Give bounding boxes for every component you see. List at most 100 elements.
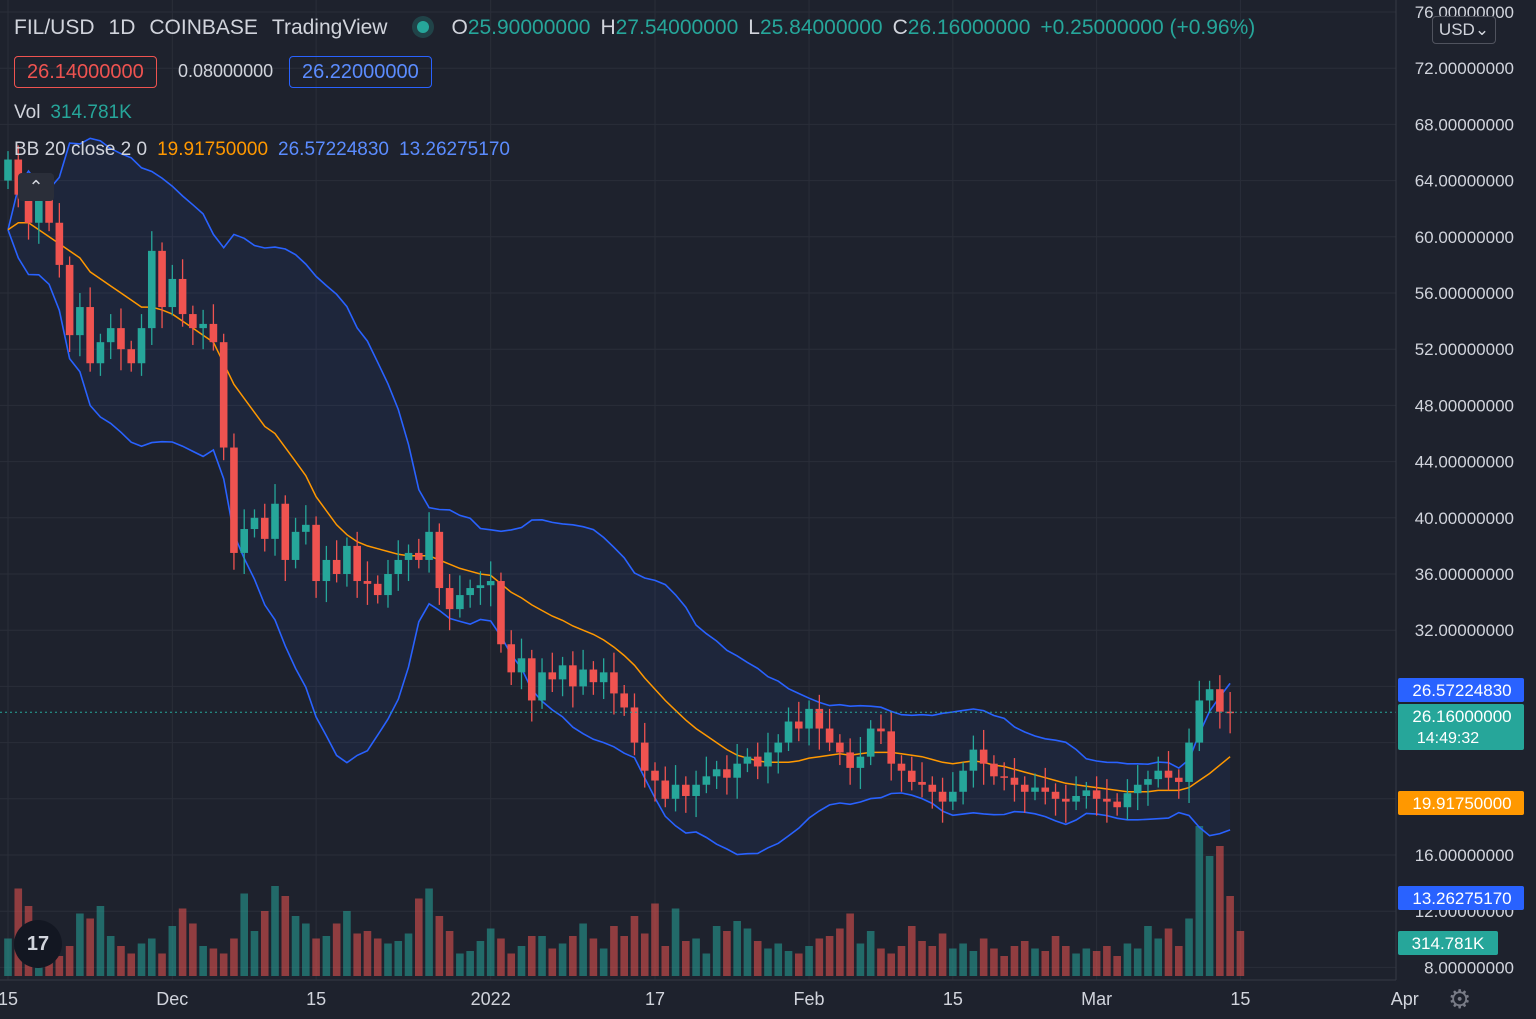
candle-body [918, 781, 926, 785]
price-tick-label: 8.00000000 [1424, 958, 1514, 977]
volume-bar [794, 953, 803, 976]
candle-body [836, 742, 844, 753]
volume-bar [250, 931, 259, 976]
volume-bar [168, 926, 177, 976]
bollinger-lower-line [7, 229, 1231, 856]
volume-bar [517, 946, 526, 976]
volume-bar [825, 936, 834, 976]
candle-body [764, 752, 772, 767]
candle-body [240, 529, 249, 553]
volume-legend-label: Vol [14, 102, 41, 123]
bollinger-band-fill [8, 138, 1231, 855]
candle-body [404, 552, 413, 560]
volume-bar [189, 923, 197, 976]
candle-body [825, 728, 834, 743]
candle-body [1195, 700, 1204, 743]
volume-price-label: 314.781K [1398, 931, 1498, 955]
bollinger-legend[interactable]: BB 20 close 2 0 19.91750000 26.57224830 13.… [14, 139, 510, 161]
volume-bar [897, 946, 906, 976]
candle-body [538, 672, 546, 701]
currency-select[interactable]: USD⌄ [1432, 16, 1496, 44]
volume-bar [558, 943, 567, 976]
volume-bar [158, 953, 166, 976]
price-tick-label: 52.00000000 [1415, 340, 1514, 359]
volume-bar [1205, 856, 1214, 976]
volume-bar [784, 951, 793, 976]
price-scale-bg[interactable] [1396, 0, 1536, 980]
candle-body [712, 769, 721, 777]
volume-bar [4, 938, 12, 976]
candle-body [640, 742, 649, 771]
volume-bar [610, 926, 618, 976]
candle-body [158, 250, 166, 308]
time-tick-label: Dec [156, 989, 188, 1009]
candle-body [1082, 790, 1091, 796]
time-tick-label: 2022 [471, 989, 511, 1009]
collapse-legend-button[interactable]: ⌃ [18, 173, 54, 201]
candle-body [76, 307, 84, 336]
candle-body [887, 731, 896, 764]
candle-body [219, 342, 228, 448]
volume-bar [1123, 943, 1132, 976]
volume-bar [733, 921, 741, 976]
volume-bar [630, 916, 639, 976]
high-label: H [600, 16, 616, 39]
volume-bar [117, 946, 125, 976]
candle-body [24, 194, 33, 223]
bollinger-lower-value: 13.26275170 [399, 139, 510, 160]
candle-body [1072, 795, 1080, 802]
candle-body [856, 756, 865, 768]
time-tick-label: Mar [1081, 989, 1112, 1009]
volume-bars [4, 826, 1245, 976]
volume-bar [918, 941, 926, 976]
candle-body [517, 658, 526, 673]
candle-body [1185, 742, 1193, 782]
interval[interactable]: 1D [108, 16, 136, 39]
volume-legend[interactable]: Vol 314.781K [14, 102, 132, 124]
sell-button[interactable]: 26.14000000 [14, 56, 157, 88]
candle-body [794, 721, 803, 729]
volume-bar [671, 908, 680, 976]
lower-band-price-label: 13.26275170 [1398, 886, 1524, 910]
volume-bar [1185, 918, 1193, 976]
candle-body [209, 323, 218, 343]
bollinger-upper-line [7, 137, 1231, 770]
candle-body [928, 784, 937, 792]
volume-bar [1236, 931, 1245, 976]
change-value: +0.25000000 (+0.96%) [1040, 16, 1256, 39]
price-tick-label: 56.00000000 [1415, 284, 1514, 303]
bollinger-basis-value: 19.91750000 [157, 139, 269, 160]
candle-body [846, 752, 854, 768]
volume-bar [373, 938, 382, 976]
candle-body [1144, 779, 1152, 785]
tradingview-logo-icon[interactable]: 17 [14, 920, 62, 968]
market-status-icon [417, 21, 430, 34]
candle-body [1174, 777, 1183, 782]
source-name: TradingView [271, 16, 388, 39]
symbol-name[interactable]: FIL/USD [14, 16, 95, 39]
candle-body [579, 669, 587, 687]
gear-icon[interactable]: ⚙ [1448, 984, 1472, 1014]
time-axis-labels: 15 Dec 15 2022 17 Feb 15 Mar 15 Apr [0, 989, 1419, 1009]
candle-body [147, 250, 156, 329]
volume-bar [445, 931, 454, 976]
volume-bar [661, 946, 670, 976]
candle-body [271, 503, 279, 539]
volume-bar [353, 933, 361, 976]
low-label: L [748, 16, 760, 39]
candle-body [1031, 787, 1039, 792]
candle-body [137, 328, 146, 364]
lower-band-price-text: 13.26275170 [1412, 889, 1511, 908]
candle-body [630, 707, 639, 743]
volume-bar [805, 946, 813, 976]
volume-bar [856, 943, 865, 976]
buy-button[interactable]: 26.22000000 [289, 56, 432, 88]
candle-body [302, 524, 310, 532]
close-value: 26.16000000 [907, 16, 1031, 39]
volume-bar [959, 943, 967, 976]
candle-body [373, 583, 382, 596]
price-tick-label: 48.00000000 [1415, 396, 1514, 415]
volume-bar [415, 898, 423, 976]
volume-bar [979, 938, 988, 976]
